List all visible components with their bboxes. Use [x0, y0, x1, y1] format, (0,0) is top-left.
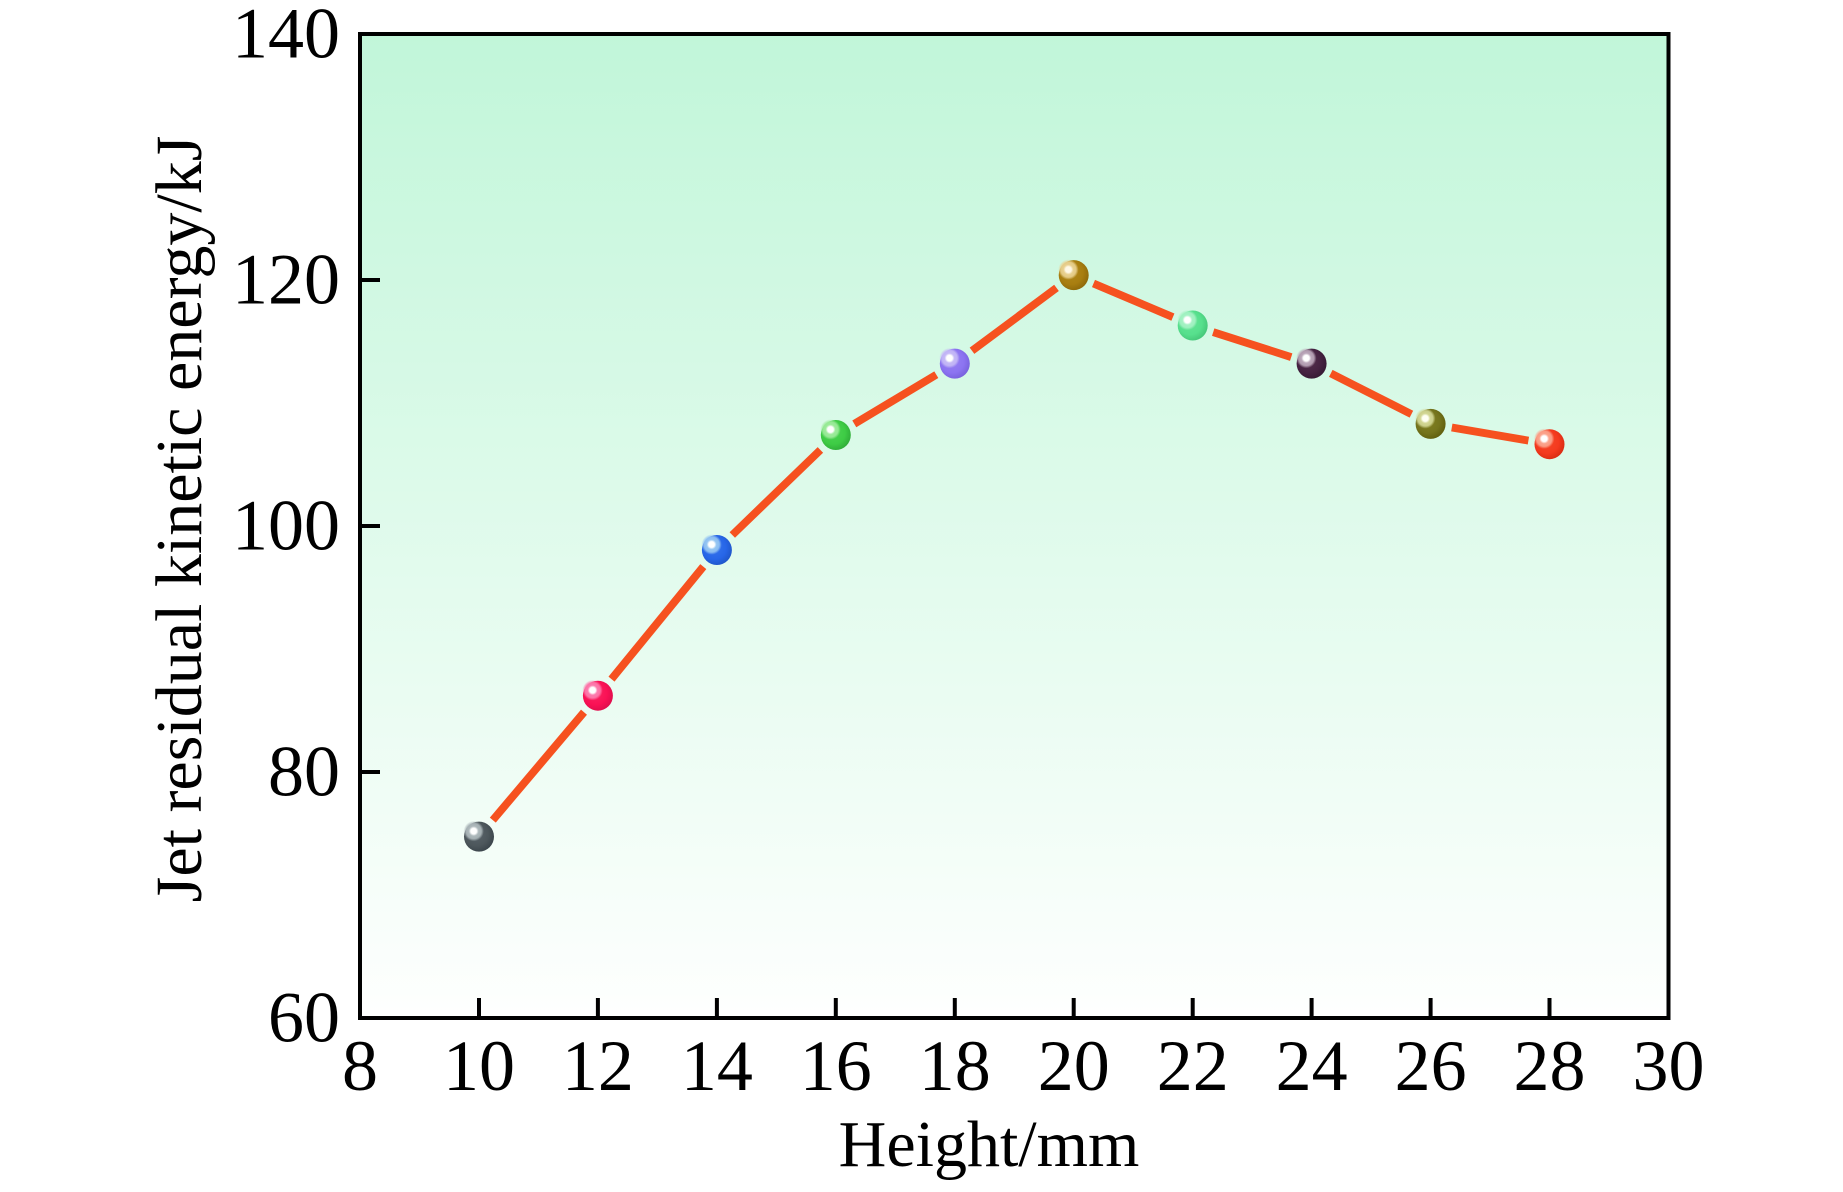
svg-text:26: 26 [1395, 1026, 1467, 1106]
svg-text:120: 120 [232, 240, 340, 320]
svg-text:Height/mm: Height/mm [839, 1108, 1140, 1181]
svg-text:14: 14 [681, 1026, 753, 1106]
svg-text:20: 20 [1038, 1026, 1110, 1106]
svg-text:12: 12 [562, 1026, 634, 1106]
svg-text:Jet residual kinetic energy/kJ: Jet residual kinetic energy/kJ [143, 136, 216, 903]
svg-text:140: 140 [232, 0, 340, 74]
svg-text:8: 8 [342, 1026, 378, 1106]
svg-text:24: 24 [1276, 1026, 1348, 1106]
svg-text:60: 60 [268, 978, 340, 1058]
svg-text:30: 30 [1633, 1026, 1705, 1106]
svg-text:10: 10 [443, 1026, 515, 1106]
svg-text:80: 80 [268, 732, 340, 812]
svg-text:28: 28 [1514, 1026, 1586, 1106]
svg-text:16: 16 [800, 1026, 872, 1106]
svg-text:18: 18 [919, 1026, 991, 1106]
svg-text:22: 22 [1157, 1026, 1229, 1106]
svg-text:100: 100 [232, 486, 340, 566]
